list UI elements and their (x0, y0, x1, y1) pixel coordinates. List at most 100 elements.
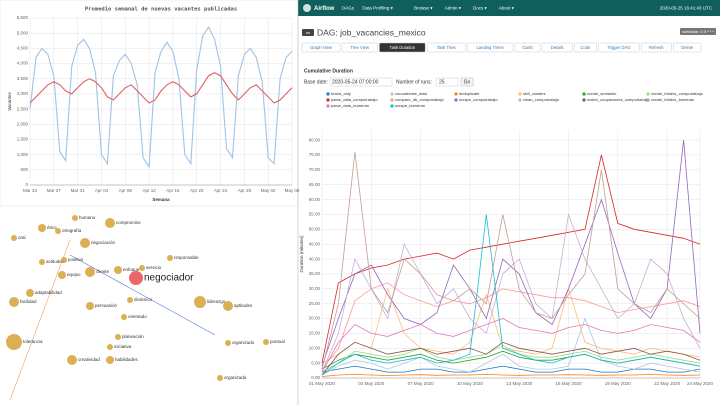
legend-swatch[interactable] (326, 92, 330, 96)
word-node[interactable] (58, 271, 66, 279)
word-label: tolerancia (23, 339, 43, 344)
view-button-label[interactable]: Gantt (522, 45, 533, 50)
legend-swatch[interactable] (646, 98, 650, 102)
legend-label[interactable]: clean_computrabajo (523, 97, 560, 102)
word-node[interactable] (9, 297, 19, 307)
view-button[interactable] (573, 42, 597, 53)
view-button-label[interactable]: Task Tries (437, 45, 456, 50)
legend-swatch[interactable] (390, 104, 394, 108)
legend-swatch[interactable] (326, 98, 330, 102)
runs-value[interactable]: 25 (439, 79, 445, 85)
word-node[interactable] (86, 302, 94, 310)
legend-swatch[interactable] (390, 92, 394, 96)
base-date-input[interactable] (329, 77, 393, 87)
word-node[interactable] (72, 215, 78, 221)
view-button-label[interactable]: Details (551, 45, 564, 50)
legend-swatch[interactable] (518, 98, 522, 102)
word-node[interactable] (115, 334, 121, 340)
word-node[interactable] (39, 259, 45, 265)
go-button[interactable] (460, 77, 474, 87)
legend-label[interactable]: create_folders_bumeran (651, 97, 694, 102)
series-line (321, 344, 701, 373)
word-node[interactable] (121, 314, 127, 320)
base-date-value[interactable]: 2020-05-24 07:00:00 (332, 79, 379, 85)
nav-item[interactable]: Admin ▾ (445, 6, 462, 11)
word-node[interactable] (67, 355, 77, 365)
nav-item[interactable]: About ▾ (499, 6, 515, 11)
legend-label[interactable]: create_semantic (587, 91, 616, 96)
view-button-label[interactable]: Delete (681, 45, 694, 50)
legend-label[interactable]: parse_data_computrabajo (331, 97, 378, 102)
y-tick-label: 50.00 (309, 227, 321, 232)
view-button[interactable] (379, 42, 426, 53)
word-node[interactable] (105, 218, 115, 228)
word-node[interactable] (26, 289, 34, 297)
view-button[interactable] (673, 42, 702, 53)
y-tick-label: 20.00 (309, 316, 321, 321)
legend-swatch[interactable] (582, 92, 586, 96)
brand[interactable]: Airflow (314, 6, 335, 12)
view-button-label[interactable]: Tree View (350, 45, 370, 50)
legend-swatch[interactable] (454, 92, 458, 96)
view-button-label[interactable]: Graph View (310, 45, 333, 50)
word-node[interactable] (217, 375, 223, 381)
legend-swatch[interactable] (326, 104, 330, 108)
view-button[interactable] (341, 42, 378, 53)
legend-swatch[interactable] (390, 98, 394, 102)
view-button-label[interactable]: Code (580, 45, 591, 50)
view-button[interactable] (640, 42, 672, 53)
view-button[interactable] (598, 42, 640, 53)
view-button-label[interactable]: Refresh (649, 45, 664, 50)
legend-label[interactable]: parse_data_bumeran (331, 103, 369, 108)
word-node[interactable] (61, 257, 67, 263)
go-label[interactable]: Go (464, 79, 471, 85)
view-button[interactable] (541, 42, 573, 53)
view-button-label[interactable]: Landing Times (476, 45, 503, 50)
word-node[interactable] (263, 339, 269, 345)
nav-item[interactable]: Browse ▾ (414, 6, 433, 11)
word-node[interactable] (139, 265, 145, 271)
legend-label[interactable]: skill_clusters (523, 91, 546, 96)
legend-label[interactable]: brand_only (331, 91, 351, 96)
word-node[interactable] (127, 297, 133, 303)
legend-swatch[interactable] (454, 98, 458, 102)
legend-swatch[interactable] (582, 98, 586, 102)
word-node[interactable] (107, 344, 113, 350)
legend-label[interactable]: create_folders_computrabajo (651, 91, 704, 96)
view-button-label[interactable]: Task Duration (389, 45, 415, 50)
word-node[interactable] (11, 235, 17, 241)
view-button[interactable] (466, 42, 514, 53)
y-tick-label: 5,500 (17, 15, 29, 20)
word-node[interactable] (167, 255, 173, 261)
y-tick-label: 1,000 (17, 152, 29, 157)
nav-item[interactable]: Data Profiling ▾ (362, 6, 393, 11)
word-node[interactable] (55, 228, 61, 234)
legend-swatch[interactable] (646, 92, 650, 96)
word-node[interactable] (106, 356, 114, 364)
legend-label[interactable]: deduplicate (459, 91, 480, 96)
nav-item[interactable]: DAGs (342, 6, 355, 11)
view-button[interactable] (426, 42, 466, 53)
word-node[interactable] (38, 224, 46, 232)
dag-toggle[interactable] (302, 29, 314, 36)
nav-item[interactable]: Docs ▾ (473, 6, 488, 11)
view-button[interactable] (514, 42, 541, 53)
runs-select[interactable] (435, 77, 459, 87)
view-button-label[interactable]: Trigger DAG (607, 45, 630, 50)
dag-toggle-label[interactable]: on (306, 30, 310, 35)
word-node[interactable] (223, 301, 233, 311)
word-node[interactable] (114, 266, 122, 274)
legend-label[interactable]: compare_db_computrabajo (395, 97, 444, 102)
word-node[interactable] (194, 296, 206, 308)
legend-label[interactable]: scrape_bumeran (395, 103, 425, 108)
legend-label[interactable]: concatenate_data (395, 91, 428, 96)
legend-swatch[interactable] (518, 92, 522, 96)
word-node[interactable] (6, 334, 22, 350)
word-node[interactable] (225, 340, 231, 346)
word-node[interactable] (80, 238, 90, 248)
legend-label[interactable]: match_ocupaciones_computrabajo (587, 97, 650, 102)
word-node[interactable] (85, 267, 95, 277)
legend-label[interactable]: scrape_computrabajo (459, 97, 498, 102)
word-node[interactable] (129, 271, 143, 285)
view-button[interactable] (301, 42, 341, 53)
